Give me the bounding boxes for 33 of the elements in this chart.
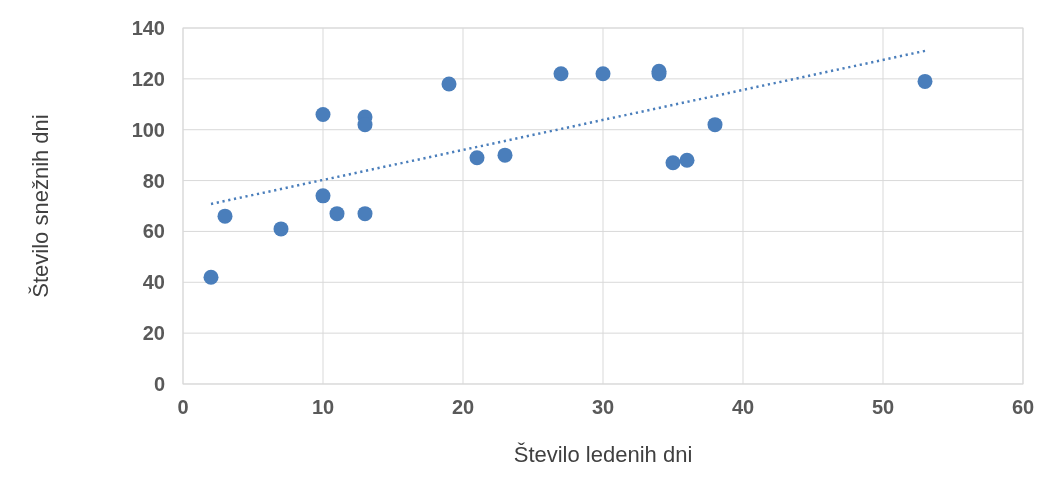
point: [217, 208, 233, 224]
y-tick-label: 80: [142, 169, 165, 192]
point: [665, 155, 681, 171]
point: [315, 188, 331, 204]
x-tick-label: 20: [451, 396, 475, 418]
point: [203, 269, 219, 285]
x-tick-label: 30: [591, 396, 615, 418]
point: [329, 206, 345, 222]
y-tick-label: 20: [142, 322, 165, 345]
point: [553, 66, 569, 82]
x-tick-label: 10: [311, 396, 335, 418]
point: [917, 73, 933, 89]
point: [315, 106, 331, 122]
x-tick-label: 60: [1011, 396, 1035, 418]
y-tick-label: 100: [131, 118, 165, 141]
x-axis-title: Število ledenih dni: [513, 442, 693, 467]
x-tick-label: 40: [731, 396, 755, 418]
point: [273, 221, 289, 237]
point: [595, 66, 611, 82]
y-tick-label: 60: [142, 220, 165, 243]
point: [469, 150, 485, 166]
y-tick-label: 40: [142, 271, 165, 294]
x-tick-label: 50: [871, 396, 895, 418]
point: [441, 76, 457, 92]
y-tick-label: 120: [131, 67, 165, 90]
point: [679, 152, 695, 168]
point: [707, 117, 723, 133]
y-axis-title: Število snežnih dni: [28, 114, 53, 298]
point: [357, 206, 373, 222]
y-tick-label: 140: [131, 17, 165, 39]
x-tick-label: 0: [177, 396, 189, 418]
y-tick-label: 0: [153, 373, 165, 395]
point: [497, 147, 513, 163]
